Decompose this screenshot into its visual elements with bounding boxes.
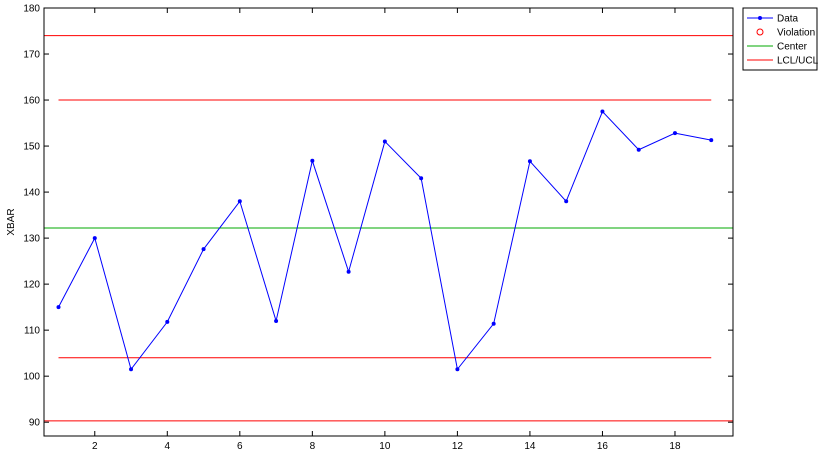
y-tick-label: 180: [23, 4, 40, 15]
legend: Data Violation Center LCL/UCL: [742, 7, 819, 71]
plot-area: [44, 35, 733, 422]
x-tick-label: 2: [92, 441, 98, 452]
axes-frame: [43, 7, 734, 437]
x-tick-label: 8: [310, 441, 316, 452]
data-point: [201, 247, 206, 252]
y-tick-label: 110: [24, 326, 40, 337]
data-series-line: [58, 110, 712, 371]
data-point: [92, 236, 97, 241]
legend-data-marker: [758, 16, 762, 20]
data-point: [636, 147, 641, 152]
x-tick-label: 18: [669, 441, 681, 452]
data-point: [129, 367, 134, 372]
x-tick-label: 12: [452, 441, 464, 452]
y-tick-label: 170: [23, 50, 40, 61]
x-tick-label: 14: [524, 441, 536, 452]
data-point: [310, 158, 315, 163]
y-tick-label: 150: [23, 142, 40, 153]
x-tick-label: 4: [165, 441, 171, 452]
data-point: [491, 321, 496, 326]
data-point: [672, 131, 677, 136]
data-point: [419, 176, 424, 181]
data-point: [274, 318, 279, 323]
data-point: [564, 199, 569, 204]
data-point: [56, 305, 61, 310]
data-point: [346, 269, 351, 274]
x-tick-label: 10: [379, 441, 391, 452]
data-point: [600, 109, 605, 114]
legend-label-limits: LCL/UCL: [777, 56, 819, 67]
legend-label-data: Data: [777, 14, 799, 25]
y-tick-label: 140: [23, 188, 40, 199]
legend-violation-marker: [756, 28, 764, 36]
y-tick-label: 90: [29, 418, 41, 429]
legend-entry-limits: LCL/UCL: [747, 56, 819, 67]
data-point: [455, 367, 460, 372]
y-tick-label: 130: [23, 234, 40, 245]
x-tick-label: 6: [237, 441, 243, 452]
legend-label-center: Center: [777, 42, 808, 53]
data-point: [165, 319, 170, 324]
data-point: [527, 159, 532, 164]
y-axis-label: XBAR: [6, 208, 17, 235]
legend-label-violation: Violation: [777, 28, 815, 39]
y-tick-label: 120: [23, 280, 40, 291]
data-point: [382, 139, 387, 144]
legend-entry-violation: Violation: [756, 28, 815, 39]
x-tick-label: 16: [597, 441, 609, 452]
y-tick-label: 100: [23, 372, 40, 383]
data-point: [237, 199, 242, 204]
legend-entry-center: Center: [747, 42, 808, 53]
data-point: [709, 138, 714, 143]
legend-entry-data: Data: [747, 14, 799, 25]
axis-ticks: 2 4 6 8 10 12 14 16 18 90 100 110 120 130 140 150 160 170…: [23, 4, 733, 452]
y-tick-label: 160: [23, 96, 40, 107]
